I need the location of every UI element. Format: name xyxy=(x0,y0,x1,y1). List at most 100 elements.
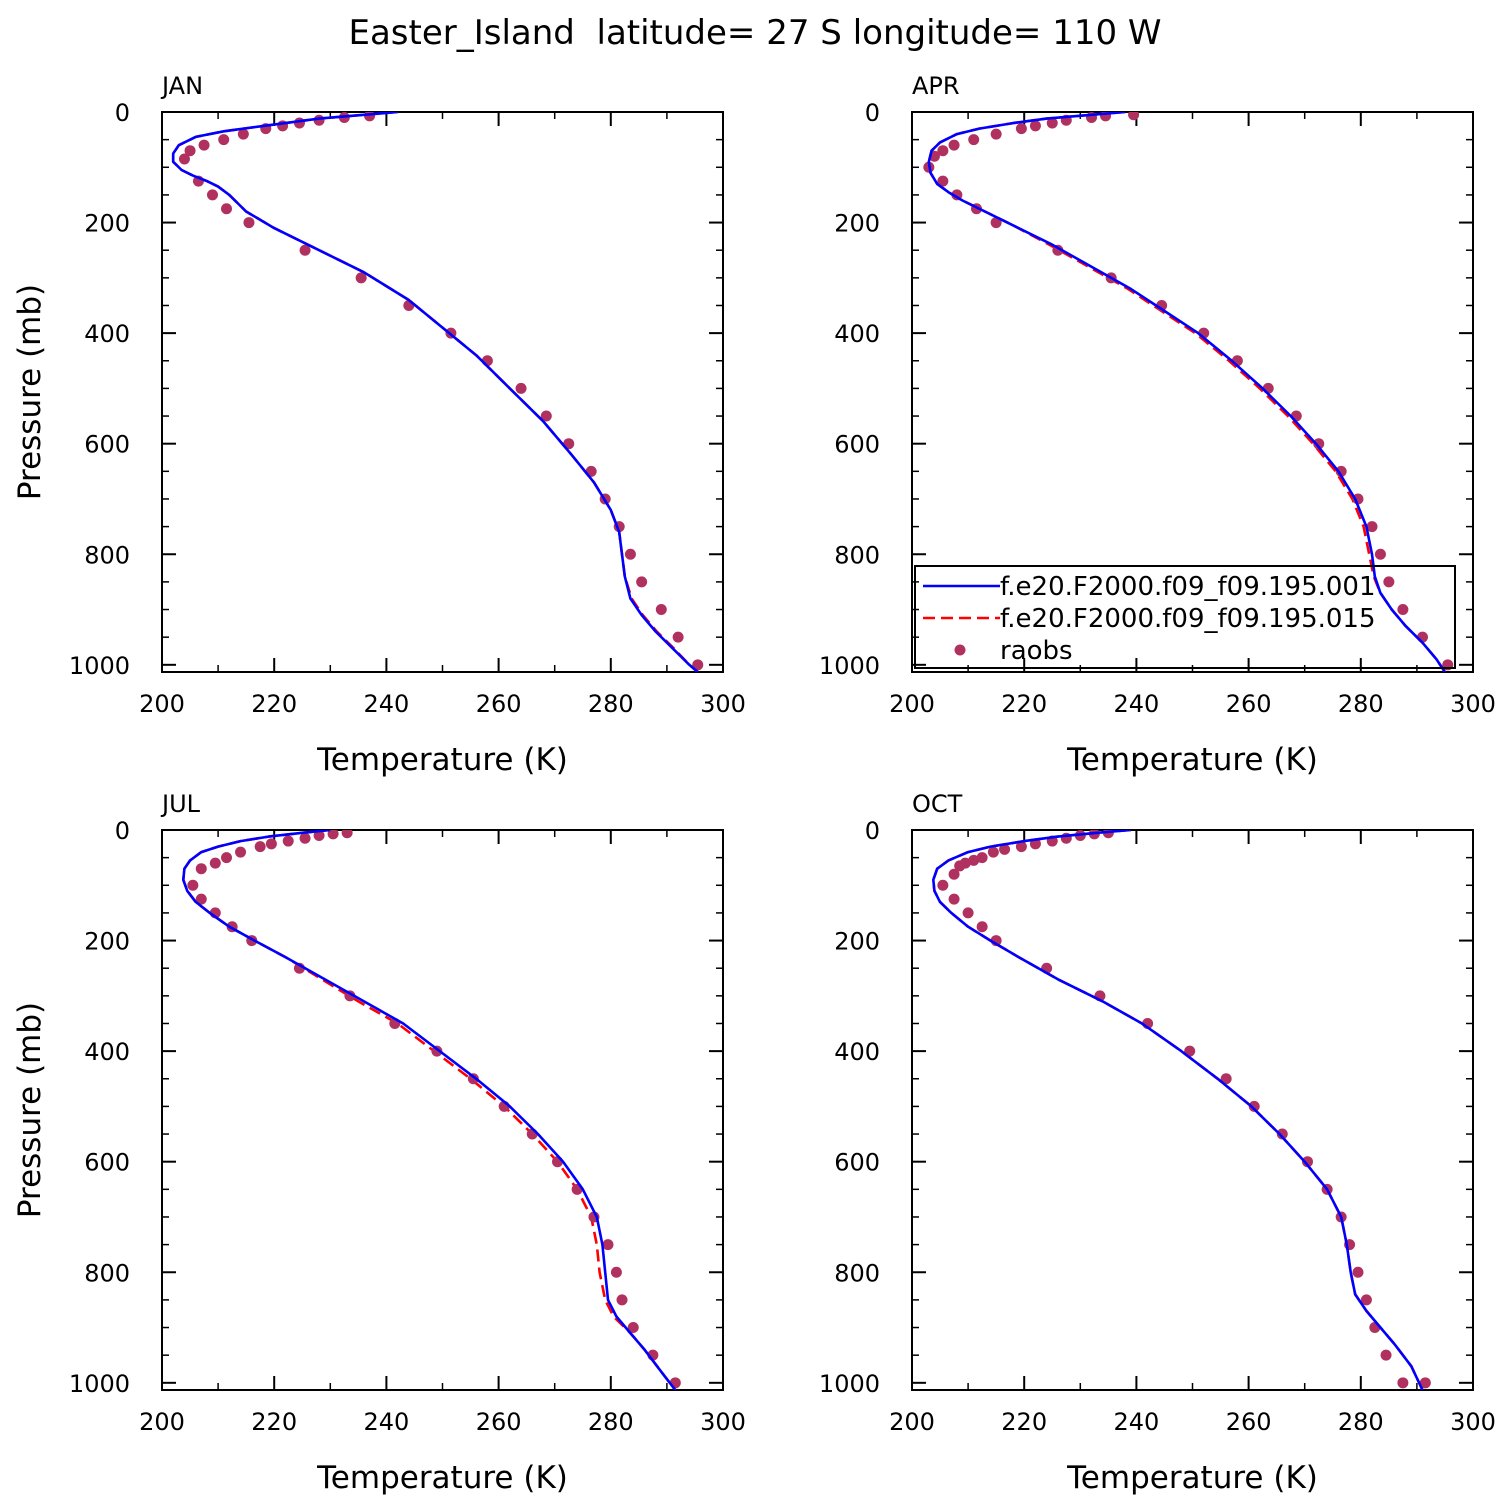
series-line-f-e20-f2000-f09-f09-195-015 xyxy=(182,830,677,1390)
data-point-raobs xyxy=(198,139,210,151)
data-point-raobs xyxy=(1360,1294,1372,1306)
data-point-raobs xyxy=(968,134,980,146)
data-point-raobs xyxy=(987,846,999,858)
x-tick-label: 260 xyxy=(1226,690,1272,718)
y-tick-label: 800 xyxy=(834,1259,880,1287)
figure-title: Easter_Island latitude= 27 S longitude= … xyxy=(348,13,1161,53)
data-point-raobs xyxy=(184,145,196,157)
y-tick-label: 400 xyxy=(834,320,880,348)
data-point-raobs xyxy=(976,852,988,864)
panel-label: JAN xyxy=(160,72,203,100)
panel-oct: 200 220 240 260 280 300 0 200 400 600 800 1000 OCT Te… xyxy=(819,790,1496,1496)
data-point-raobs xyxy=(1220,1073,1232,1085)
data-point-raobs xyxy=(299,832,311,844)
y-tick-label: 1000 xyxy=(819,652,880,680)
legend-label: f.e20.F2000.f09_f09.195.001 xyxy=(1000,572,1376,602)
x-tick-label: 200 xyxy=(889,690,935,718)
data-point-raobs xyxy=(692,659,704,671)
plot-frame xyxy=(161,829,724,1391)
data-point-raobs xyxy=(209,857,221,869)
data-point-raobs xyxy=(206,189,218,201)
data-point-raobs xyxy=(221,852,233,864)
data-point-raobs xyxy=(1015,123,1027,135)
data-point-raobs xyxy=(313,830,325,842)
data-point-raobs xyxy=(327,830,339,840)
data-point-raobs xyxy=(1419,1377,1431,1389)
y-tick-label: 200 xyxy=(84,928,130,956)
series-group xyxy=(923,112,1454,672)
data-point-raobs xyxy=(195,893,207,905)
data-point-raobs xyxy=(999,843,1011,855)
x-tick-label: 260 xyxy=(476,1408,522,1436)
data-point-raobs xyxy=(968,854,980,866)
x-axis-label: Temperature (K) xyxy=(1066,742,1318,778)
x-tick-label: 240 xyxy=(363,1408,409,1436)
series-line-f-e20-f2000-f09-f09-195-015 xyxy=(932,830,1424,1390)
series-line-f-e20-f2000-f09-f09-195-001 xyxy=(927,112,1446,672)
data-point-raobs xyxy=(976,921,988,933)
data-point-raobs xyxy=(1313,438,1325,450)
panel-label: OCT xyxy=(912,790,963,818)
data-point-raobs xyxy=(235,846,247,858)
data-point-raobs xyxy=(299,244,311,256)
x-tick-label: 200 xyxy=(139,1408,185,1436)
x-tick-label: 220 xyxy=(251,1408,297,1436)
data-point-raobs xyxy=(937,879,949,891)
x-tick-label: 280 xyxy=(1338,690,1384,718)
y-axis-label: Pressure (mb) xyxy=(12,284,48,500)
x-tick-label: 280 xyxy=(1338,1408,1384,1436)
data-point-raobs xyxy=(282,835,294,847)
data-point-raobs xyxy=(990,128,1002,140)
data-point-raobs xyxy=(218,134,230,146)
data-point-raobs xyxy=(254,841,266,853)
y-tick-label: 0 xyxy=(115,99,130,127)
series-group xyxy=(171,112,704,672)
data-point-raobs xyxy=(1397,604,1409,616)
data-point-raobs xyxy=(937,145,949,157)
data-point-raobs xyxy=(655,604,667,616)
x-tick-label: 260 xyxy=(476,690,522,718)
data-point-raobs xyxy=(602,1239,614,1251)
panel-jan: 200 220 240 260 280 300 0 200 400 600 800 1000 JAN Te… xyxy=(12,72,746,778)
panel-label: JUL xyxy=(160,790,201,818)
data-point-raobs xyxy=(1383,576,1395,588)
y-tick-label: 600 xyxy=(84,1149,130,1177)
legend-label: f.e20.F2000.f09_f09.195.015 xyxy=(1000,604,1376,634)
data-point-raobs xyxy=(178,153,190,165)
data-point-raobs xyxy=(636,576,648,588)
panels: 200 220 240 260 280 300 0 200 400 600 800 1000 JAN Te… xyxy=(12,72,1496,1496)
data-point-raobs xyxy=(937,175,949,187)
data-point-raobs xyxy=(1397,1377,1409,1389)
x-axis-label: Temperature (K) xyxy=(316,742,568,778)
panel-label: APR xyxy=(912,72,960,100)
data-point-raobs xyxy=(187,879,199,891)
plot-frame xyxy=(911,829,1474,1391)
y-tick-label: 400 xyxy=(84,1038,130,1066)
data-point-raobs xyxy=(954,860,966,872)
x-tick-label: 300 xyxy=(700,1408,746,1436)
data-point-raobs xyxy=(1248,1100,1260,1112)
y-tick-label: 200 xyxy=(84,210,130,238)
legend-box xyxy=(914,565,1456,669)
y-tick-label: 600 xyxy=(834,1149,880,1177)
x-tick-label: 220 xyxy=(251,690,297,718)
data-point-raobs xyxy=(1015,841,1027,853)
x-tick-label: 200 xyxy=(139,690,185,718)
x-axis-label: Temperature (K) xyxy=(1066,1460,1318,1496)
y-tick-label: 1000 xyxy=(69,1370,130,1398)
x-tick-label: 260 xyxy=(1226,1408,1272,1436)
data-point-raobs xyxy=(627,1322,639,1334)
y-tick-label: 400 xyxy=(834,1038,880,1066)
y-tick-label: 800 xyxy=(834,541,880,569)
x-tick-label: 220 xyxy=(1001,690,1047,718)
y-tick-label: 1000 xyxy=(69,652,130,680)
series-group xyxy=(182,830,681,1390)
data-point-raobs xyxy=(1380,1349,1392,1361)
data-point-raobs xyxy=(1335,465,1347,477)
panel-apr: 200 220 240 260 280 300 0 200 400 600 800 1000 APR Te… xyxy=(819,72,1496,778)
data-point-raobs xyxy=(616,1294,628,1306)
y-tick-label: 400 xyxy=(84,320,130,348)
legend-marker xyxy=(954,644,966,656)
data-point-raobs xyxy=(237,128,249,140)
series-line-f-e20-f2000-f09-f09-195-001 xyxy=(932,830,1424,1390)
